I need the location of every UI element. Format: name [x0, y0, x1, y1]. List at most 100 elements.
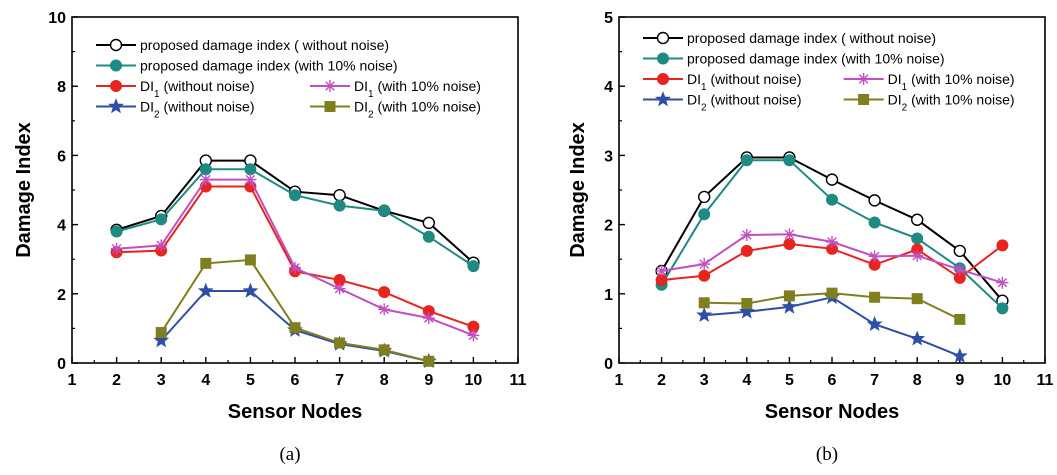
data-point	[868, 194, 881, 207]
x-tick-label: 1	[68, 372, 77, 389]
x-tick-label: 3	[157, 372, 166, 389]
y-tick-label: 10	[48, 10, 66, 27]
series-4	[655, 228, 1009, 289]
data-point	[996, 302, 1009, 315]
data-point	[378, 204, 391, 217]
x-tick-label: 10	[465, 372, 483, 389]
x-tick-label: 1	[615, 372, 624, 389]
series-line	[116, 168, 474, 267]
y-tick-label: 0	[604, 356, 613, 373]
panel-caption: (b)	[816, 444, 838, 465]
legend-label: DI1 (with 10% noise)	[354, 78, 481, 100]
data-point	[696, 306, 713, 322]
data-point	[911, 249, 924, 262]
y-tick-label: 5	[604, 10, 613, 27]
x-tick-label: 7	[870, 372, 879, 389]
data-point	[378, 303, 391, 316]
data-point	[783, 228, 796, 241]
series-6	[155, 254, 435, 367]
data-point	[781, 298, 798, 314]
x-tick-label: 5	[246, 372, 255, 389]
data-point	[334, 337, 346, 349]
legend-item: DI2 (with 10% noise)	[843, 92, 1015, 114]
legend-marker	[858, 94, 870, 105]
legend-label: proposed damage index ( without noise)	[140, 37, 389, 53]
data-point	[467, 260, 480, 273]
data-point	[954, 313, 966, 325]
data-point	[242, 282, 259, 298]
y-tick-label: 8	[57, 79, 66, 96]
x-axis-label: Sensor Nodes	[765, 401, 899, 423]
data-point	[826, 193, 838, 206]
legend-marker	[324, 101, 336, 112]
data-point	[698, 297, 710, 309]
y-tick-label: 1	[604, 287, 613, 304]
y-tick-label: 2	[57, 287, 66, 304]
data-point	[110, 242, 123, 255]
legend-item: proposed damage index (with 10% noise)	[96, 58, 398, 74]
data-point	[423, 355, 435, 367]
x-tick-label: 8	[380, 372, 389, 389]
legend-marker	[857, 73, 870, 85]
data-point	[738, 303, 755, 319]
data-point	[155, 327, 167, 339]
legend-marker	[655, 91, 671, 107]
data-point	[333, 199, 346, 212]
legend-item: DI1 (without noise)	[96, 78, 255, 100]
data-point	[826, 287, 838, 299]
series-5	[696, 288, 968, 363]
series-line	[116, 185, 474, 328]
chart-panel-a: 1 2 3 4 5 6 7 8 9 10 11 0 2 4 6 8 10 Sensor Nodes Damage I…	[13, 10, 527, 465]
y-tick-label: 3	[604, 148, 613, 165]
legend-marker	[324, 80, 336, 92]
x-tick-label: 8	[913, 372, 922, 389]
legend-item: DI1 (without noise)	[643, 71, 802, 93]
x-tick-label: 11	[510, 372, 527, 389]
x-tick-label: 3	[700, 372, 709, 389]
legend: proposed damage index ( without noise) pr…	[96, 37, 481, 120]
data-point	[200, 257, 212, 269]
data-point	[378, 344, 390, 356]
data-point	[953, 244, 966, 258]
data-point	[996, 239, 1009, 252]
legend-marker	[656, 31, 670, 45]
series-3	[110, 180, 480, 333]
legend-marker	[108, 98, 124, 114]
data-point	[244, 254, 256, 266]
y-tick-label: 0	[57, 356, 66, 373]
x-tick-label: 9	[955, 372, 964, 389]
data-point	[951, 347, 968, 363]
x-tick-label: 4	[201, 372, 210, 389]
series-2	[110, 163, 480, 273]
series-line	[116, 159, 475, 264]
data-point	[467, 329, 480, 342]
data-point	[698, 208, 711, 221]
data-point	[289, 189, 301, 202]
data-point	[199, 173, 212, 186]
x-tick-label: 5	[785, 372, 794, 389]
data-point	[333, 282, 346, 295]
legend-label: DI2 (with 10% noise)	[888, 92, 1015, 114]
data-point	[826, 235, 838, 248]
y-tick-label: 2	[604, 218, 613, 235]
series-line	[116, 178, 474, 337]
data-point	[868, 216, 881, 229]
data-point	[698, 190, 711, 204]
x-tick-label: 7	[335, 372, 344, 389]
data-point	[868, 250, 881, 263]
legend-label: DI1 (without noise)	[687, 71, 802, 93]
data-point	[422, 312, 435, 325]
data-point	[244, 173, 257, 186]
legend-label: DI2 (without noise)	[687, 92, 802, 114]
y-tick-label: 6	[57, 148, 66, 165]
data-point	[289, 261, 301, 274]
y-tick-label: 4	[604, 79, 613, 96]
data-point	[866, 315, 883, 331]
legend-item: proposed damage index ( without noise)	[643, 30, 936, 46]
legend: proposed damage index ( without noise) pr…	[643, 30, 1015, 113]
legend-item: proposed damage index ( without noise)	[96, 37, 389, 53]
data-point	[155, 213, 168, 226]
legend-item: DI2 (without noise)	[643, 91, 802, 114]
